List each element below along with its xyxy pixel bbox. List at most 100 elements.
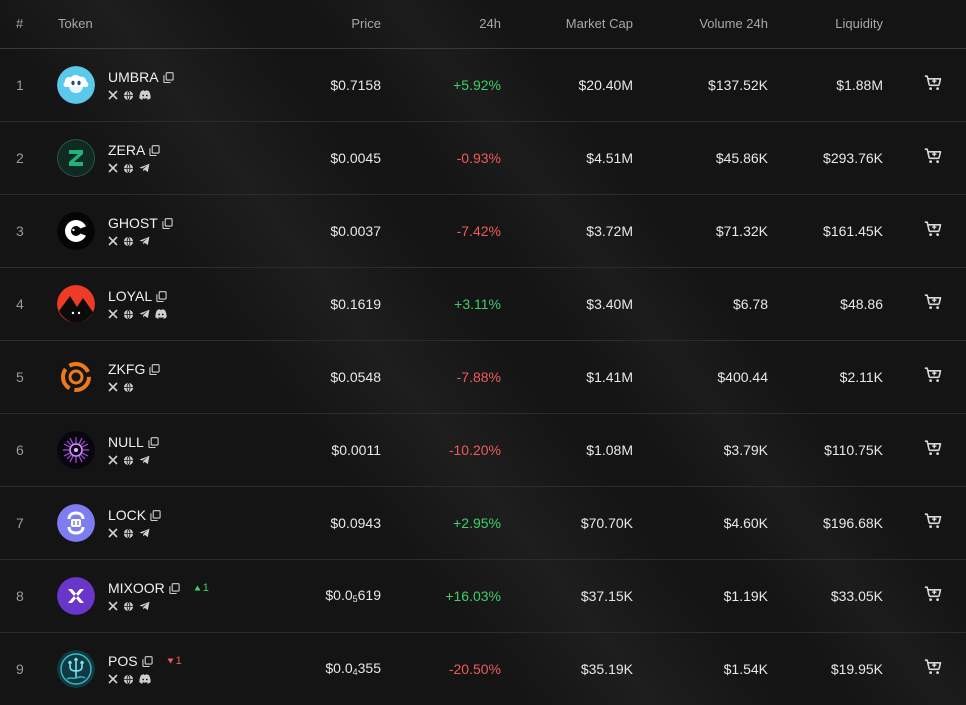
copy-icon[interactable] <box>150 509 161 521</box>
triangle-down-icon <box>167 655 174 667</box>
token-name[interactable]: LOCK <box>108 507 147 523</box>
x-icon[interactable] <box>108 528 118 538</box>
copy-icon[interactable] <box>162 71 174 83</box>
add-to-cart-icon[interactable] <box>924 659 942 675</box>
telegram-icon[interactable] <box>139 163 150 173</box>
discord-icon[interactable] <box>139 674 151 684</box>
table-row[interactable]: 2 ZERA $0.0045 -0.93% $4.51M $45.86K $29… <box>0 121 966 195</box>
table-row[interactable]: 5 ZKFG $0.0548 -7.88% $1.41M $400.44 $2.… <box>0 340 966 414</box>
telegram-icon[interactable] <box>139 309 150 319</box>
copy-icon[interactable] <box>149 144 160 156</box>
telegram-icon[interactable] <box>139 455 150 465</box>
rank-number: 5 <box>0 340 48 414</box>
discord-icon[interactable] <box>155 309 167 319</box>
change-24h-cell: +16.03% <box>381 559 501 633</box>
rank-number: 4 <box>0 267 48 341</box>
globe-icon[interactable] <box>123 601 134 612</box>
header-volume[interactable]: Volume 24h <box>633 0 768 49</box>
add-to-cart-icon[interactable] <box>924 586 942 602</box>
globe-icon[interactable] <box>123 674 134 685</box>
copy-icon[interactable] <box>169 582 180 594</box>
price-significant-digits: 619 <box>357 587 381 603</box>
add-to-cart-icon[interactable] <box>924 148 942 164</box>
x-icon[interactable] <box>108 163 118 173</box>
rank-change-badge: 1 <box>194 582 209 594</box>
token-name[interactable]: POS <box>108 653 138 670</box>
header-price[interactable]: Price <box>228 0 381 49</box>
rank-change-badge: 1 <box>167 655 182 667</box>
table-row[interactable]: 8 MIXOOR 1 $0.05619 +16.03% $37.15K $1.1… <box>0 559 966 633</box>
table-row[interactable]: 9 POS 1 $0.04355 -20.50% $35.19K $1.54K … <box>0 632 966 705</box>
globe-icon[interactable] <box>123 528 134 539</box>
add-to-cart-icon[interactable] <box>924 75 942 91</box>
table-row[interactable]: 3 GHOST $0.0037 -7.42% $3.72M $71.32K $1… <box>0 194 966 268</box>
add-to-cart-icon[interactable] <box>924 440 942 456</box>
price-cell: $0.0037 <box>228 194 381 268</box>
token-cell[interactable]: ZERA <box>48 121 228 195</box>
token-cell[interactable]: UMBRA <box>48 48 228 122</box>
header-token[interactable]: Token <box>48 0 228 49</box>
table-row[interactable]: 1 UMBRA $0.7158 +5.92% $20.40M $137.52K … <box>0 48 966 122</box>
change-24h-cell: -0.93% <box>381 121 501 195</box>
copy-icon[interactable] <box>162 217 173 229</box>
x-icon[interactable] <box>108 455 118 465</box>
action-cell <box>883 486 966 560</box>
add-to-cart-icon[interactable] <box>924 294 942 310</box>
x-icon[interactable] <box>108 309 118 319</box>
rank-change-value: 1 <box>202 582 209 594</box>
telegram-icon[interactable] <box>139 236 150 246</box>
globe-icon[interactable] <box>123 382 134 393</box>
token-name[interactable]: ZKFG <box>108 361 146 377</box>
telegram-icon[interactable] <box>139 528 150 538</box>
copy-icon[interactable] <box>156 290 167 302</box>
globe-icon[interactable] <box>123 163 134 174</box>
liquidity-cell: $19.95K <box>830 660 883 677</box>
globe-icon[interactable] <box>123 455 134 466</box>
token-avatar-mixoor <box>57 576 95 615</box>
x-icon[interactable] <box>108 601 118 611</box>
token-cell[interactable]: POS 1 <box>48 632 228 705</box>
header-24h-change[interactable]: 24h <box>381 0 501 49</box>
copy-icon[interactable] <box>149 363 160 375</box>
token-name[interactable]: NULL <box>108 434 144 450</box>
token-name[interactable]: ZERA <box>108 142 146 158</box>
token-cell[interactable]: LOYAL <box>48 267 228 341</box>
add-to-cart-icon[interactable] <box>924 367 942 383</box>
price-cell: $0.0011 <box>228 413 381 487</box>
social-links <box>108 308 167 320</box>
token-name[interactable]: GHOST <box>108 215 158 231</box>
token-cell[interactable]: GHOST <box>48 194 228 268</box>
x-icon[interactable] <box>108 90 118 100</box>
token-name[interactable]: UMBRA <box>108 69 159 85</box>
globe-icon[interactable] <box>123 309 134 320</box>
discord-icon[interactable] <box>139 90 151 100</box>
copy-icon[interactable] <box>148 436 159 448</box>
action-cell <box>883 267 966 341</box>
add-to-cart-icon[interactable] <box>924 513 942 529</box>
price-value: $0.1619 <box>330 295 381 312</box>
copy-icon[interactable] <box>141 655 153 667</box>
table-row[interactable]: 4 LOYAL $0.1619 +3.11% $3.40M $6.78 $48.… <box>0 267 966 341</box>
table-row[interactable]: 6 NULL $0.0011 -10.20% $1.08M $3.79K $11… <box>0 413 966 487</box>
x-icon[interactable] <box>108 382 118 392</box>
add-to-cart-icon[interactable] <box>924 221 942 237</box>
header-liquidity[interactable]: Liquidity <box>768 0 883 49</box>
header-rank[interactable]: # <box>0 0 48 49</box>
rank-number: 1 <box>0 48 48 122</box>
token-name[interactable]: MIXOOR <box>108 580 165 596</box>
x-icon[interactable] <box>108 674 118 684</box>
header-market-cap[interactable]: Market Cap <box>501 0 633 49</box>
token-cell[interactable]: LOCK <box>48 486 228 560</box>
token-name[interactable]: LOYAL <box>108 288 153 304</box>
globe-icon[interactable] <box>123 90 134 101</box>
volume-cell: $4.60K <box>633 486 768 560</box>
token-cell[interactable]: MIXOOR 1 <box>48 559 228 633</box>
globe-icon[interactable] <box>123 236 134 247</box>
x-icon[interactable] <box>108 236 118 246</box>
volume-cell: $6.78 <box>633 267 768 341</box>
token-cell[interactable]: ZKFG <box>48 340 228 414</box>
table-row[interactable]: 7 LOCK $0.0943 +2.95% $70.70K $4.60K $19… <box>0 486 966 560</box>
telegram-icon[interactable] <box>139 601 150 611</box>
token-cell[interactable]: NULL <box>48 413 228 487</box>
